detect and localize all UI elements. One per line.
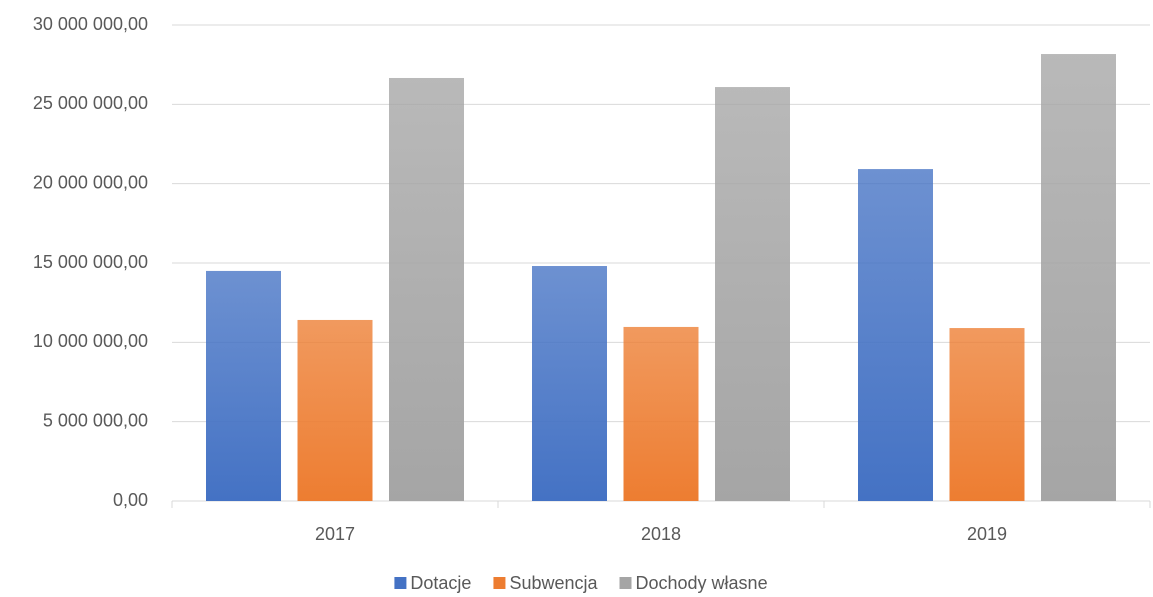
legend-label: Dotacje [410,573,471,593]
bar [297,319,373,501]
legend-label: Dochody własne [636,573,768,593]
y-tick-label: 30 000 000,00 [33,14,148,34]
legend-swatch [493,577,506,589]
y-tick-label: 15 000 000,00 [33,252,148,272]
x-tick-label: 2018 [641,524,681,544]
bar [623,326,699,501]
y-tick-label: 5 000 000,00 [43,410,148,430]
bar [206,270,281,501]
legend-label: Subwencja [509,573,598,593]
legend: Dotacje Subwencja Dochody własne [394,573,768,593]
bar [532,266,607,501]
bar [949,328,1025,501]
bar [715,87,790,501]
x-tick-label: 2019 [967,524,1007,544]
y-tick-label: 25 000 000,00 [33,93,148,113]
bar [858,169,933,501]
y-tick-label: 0,00 [113,490,148,510]
y-tick-label: 20 000 000,00 [33,172,148,192]
legend-swatch [619,577,632,589]
x-tick-label: 2017 [315,524,355,544]
legend-swatch [394,577,407,589]
y-tick-label: 10 000 000,00 [33,331,148,351]
bar [389,77,464,502]
bar [1041,54,1116,501]
